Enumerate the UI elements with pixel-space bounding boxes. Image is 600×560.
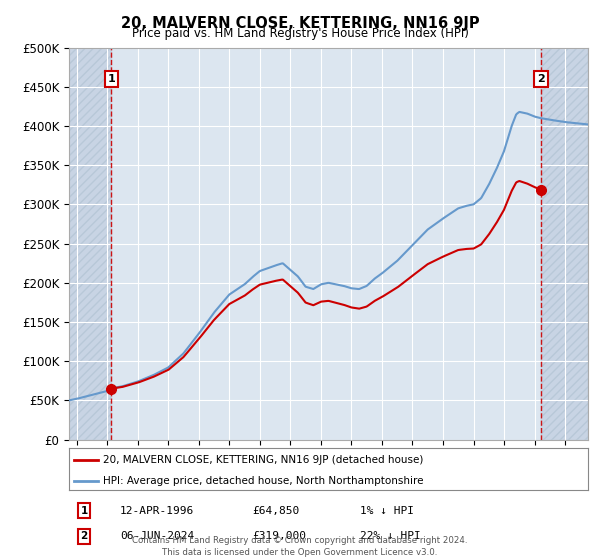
Text: Price paid vs. HM Land Registry's House Price Index (HPI): Price paid vs. HM Land Registry's House … xyxy=(131,27,469,40)
Text: £64,850: £64,850 xyxy=(252,506,299,516)
Text: 2: 2 xyxy=(537,74,545,84)
Bar xyxy=(69,48,112,440)
Bar xyxy=(541,48,588,440)
Text: 20, MALVERN CLOSE, KETTERING, NN16 9JP (detached house): 20, MALVERN CLOSE, KETTERING, NN16 9JP (… xyxy=(103,455,423,465)
Text: 22% ↓ HPI: 22% ↓ HPI xyxy=(360,531,421,542)
Text: 20, MALVERN CLOSE, KETTERING, NN16 9JP: 20, MALVERN CLOSE, KETTERING, NN16 9JP xyxy=(121,16,479,31)
Text: 2: 2 xyxy=(80,531,88,542)
Text: 06-JUN-2024: 06-JUN-2024 xyxy=(120,531,194,542)
Text: HPI: Average price, detached house, North Northamptonshire: HPI: Average price, detached house, Nort… xyxy=(103,476,423,486)
Text: 1: 1 xyxy=(107,74,115,84)
Text: Contains HM Land Registry data © Crown copyright and database right 2024.
This d: Contains HM Land Registry data © Crown c… xyxy=(132,536,468,557)
Text: 1: 1 xyxy=(80,506,88,516)
Bar xyxy=(69,48,112,440)
Text: 12-APR-1996: 12-APR-1996 xyxy=(120,506,194,516)
Text: 1% ↓ HPI: 1% ↓ HPI xyxy=(360,506,414,516)
Bar xyxy=(541,48,588,440)
Text: £319,000: £319,000 xyxy=(252,531,306,542)
